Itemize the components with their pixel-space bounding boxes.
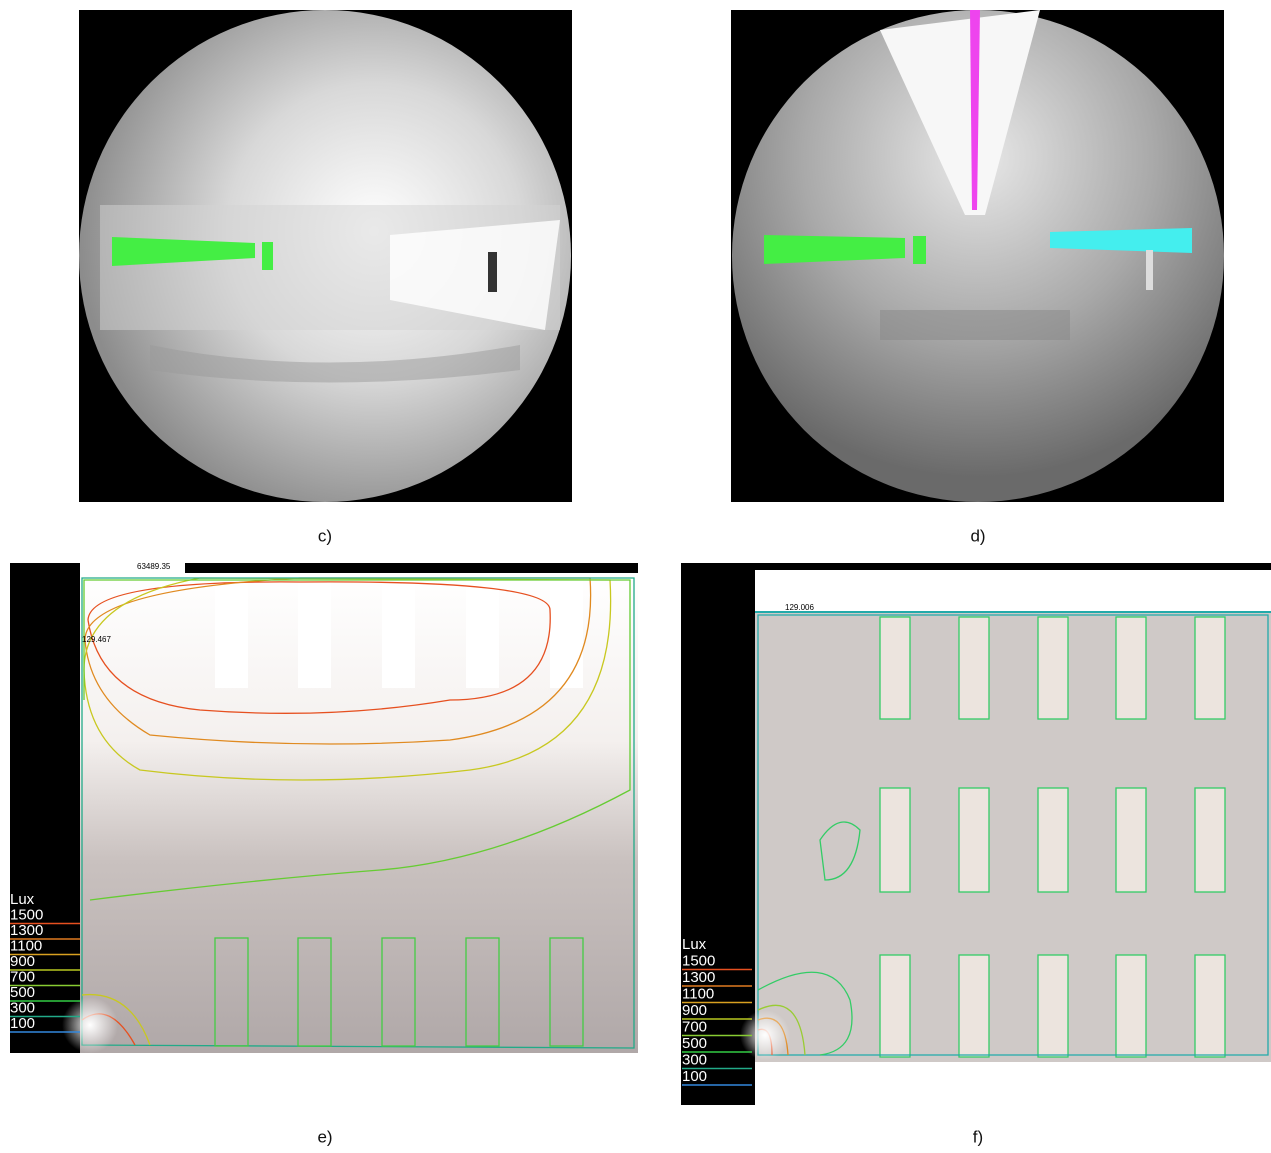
min-label: 129.467 <box>82 635 111 644</box>
max-label: 63489.35 <box>137 562 171 571</box>
legend-level: 1500 <box>10 906 43 923</box>
legend-level: 1300 <box>682 969 715 986</box>
fisheye-c <box>79 10 572 502</box>
fisheye-d <box>731 10 1224 502</box>
legend-level: 500 <box>10 984 35 1001</box>
max-label: 36234.970 <box>1223 562 1261 571</box>
legend-level: 300 <box>682 1051 707 1068</box>
legend-level: 700 <box>10 968 35 985</box>
legend-level: 1300 <box>10 922 43 939</box>
caption: f) <box>973 1127 983 1146</box>
legend-level: 300 <box>10 999 35 1016</box>
caption: d) <box>970 526 985 545</box>
legend-level: 500 <box>682 1035 707 1052</box>
legend-level: 100 <box>682 1068 707 1085</box>
legend-level: 1500 <box>682 952 715 969</box>
min-label: 129.006 <box>785 603 814 612</box>
legend-level: 100 <box>10 1015 35 1032</box>
legend-level: 900 <box>10 953 35 970</box>
caption: c) <box>318 526 332 545</box>
figure: c) d) <box>0 0 1271 1148</box>
legend-title: Lux <box>10 891 35 908</box>
legend-level: 700 <box>682 1018 707 1035</box>
legend-title: Lux <box>682 936 707 953</box>
legend-level: 900 <box>682 1002 707 1019</box>
caption: e) <box>317 1127 332 1146</box>
legend-level: 1100 <box>10 937 42 954</box>
plan-f <box>681 563 1271 1105</box>
legend-level: 1100 <box>682 985 714 1002</box>
